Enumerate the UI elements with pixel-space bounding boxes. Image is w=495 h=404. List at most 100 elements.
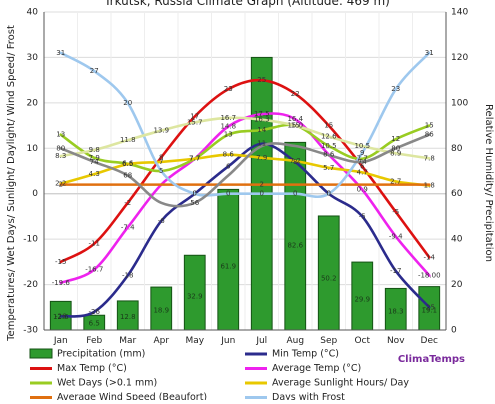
max-temp-c-line (59, 78, 431, 264)
series-data-label: -26 (89, 308, 101, 316)
watermark: ClimaTemps (398, 354, 465, 365)
series-data-label: 16.7 (220, 114, 236, 122)
bar-data-label: 18.3 (388, 307, 404, 315)
series-data-label: 86 (425, 131, 434, 139)
series-data-label: 2.7 (390, 177, 401, 185)
series-data-label: 10.5 (354, 142, 370, 150)
chart-title: Irkutsk, Russia Climate Graph (Altitude:… (106, 0, 390, 8)
series-data-label: 17 (190, 112, 199, 120)
series-data-label: 0 (260, 190, 264, 198)
series-data-label: 8 (293, 158, 297, 166)
precipitation-bar (284, 141, 307, 331)
series-data-label: 0 (293, 190, 297, 198)
bar-data-label: 61.9 (220, 263, 236, 271)
series-data-label: 31 (425, 49, 434, 57)
series-data-label: 15.0 (287, 122, 303, 130)
series-data-label: 7.2 (290, 157, 301, 165)
series-data-label: 8.6 (323, 151, 335, 159)
y-left-tick-label: -20 (23, 280, 38, 290)
x-tick-label: Jul (255, 336, 267, 346)
series-data-label: 25 (257, 76, 266, 84)
series-data-label: 7.9 (256, 154, 267, 162)
series-data-label: 0 (327, 190, 331, 198)
bar-data-label: 18.9 (153, 307, 169, 315)
series-data-label: 0 (193, 190, 197, 198)
legend-label: Min Temp (°C) (272, 349, 339, 360)
y-right-tick-label: 100 (451, 98, 468, 108)
series-data-label: 7.7 (189, 155, 200, 163)
series-data-label: 12.6 (321, 132, 337, 140)
series-data-label: 15.7 (187, 118, 203, 126)
legend: Precipitation (mm) Min Temp (°C) Max Temp … (29, 348, 409, 403)
series-data-label: -18 (122, 271, 133, 279)
series-data-label: 6.6 (122, 160, 134, 168)
legend-label: Max Temp (°C) (57, 363, 127, 374)
x-tick-label: Apr (153, 336, 169, 346)
series-data-label: -25 (424, 303, 435, 311)
bar-data-label: 29.9 (354, 295, 370, 303)
series-data-label: -5 (392, 208, 399, 216)
x-tick-label: Feb (86, 336, 102, 346)
bar-data-label: 12.8 (120, 313, 136, 321)
legend-label: Average Temp (°C) (272, 363, 361, 374)
series-data-label: 14.8 (220, 122, 236, 130)
series-data-label: 7.7 (189, 155, 200, 163)
wet-days-0-1-mm-line (59, 123, 431, 173)
series-data-label: 0 (193, 190, 197, 198)
y-right-tick-label: 80 (451, 144, 463, 154)
series-data-label: 5.7 (323, 164, 334, 172)
series-data-label: -7.4 (121, 223, 135, 231)
series-data-label: 74 (90, 158, 99, 166)
series-data-label: 9 (360, 149, 364, 157)
series-data-label: 7.8 (424, 154, 435, 162)
series-data-label: 15 (324, 122, 333, 130)
series-data-label: -19.6 (52, 279, 71, 287)
bar-data-label: 32.9 (187, 292, 203, 300)
series-data-label: -18.00 (418, 271, 441, 279)
series-data-label: 7.7 (189, 155, 200, 163)
legend-label: Precipitation (mm) (57, 349, 145, 360)
series-data-label: 1.8 (424, 182, 435, 190)
series-data-label: -14 (424, 253, 436, 261)
series-data-label: -26 (55, 312, 67, 320)
series-data-label: -6 (158, 217, 166, 225)
series-data-label: 31 (56, 49, 65, 57)
y-axis-left-label: Temperatures/ Wet Days/ Sunlight/ Daylig… (6, 25, 17, 342)
x-tick-label: Oct (354, 336, 370, 346)
series-data-label: 17.5 (254, 110, 270, 118)
y-left-tick-label: 30 (27, 53, 39, 63)
series-data-label: 16.3 (254, 116, 270, 124)
series-data-label: 8.3 (55, 152, 66, 160)
y-left-tick-label: -10 (23, 235, 38, 245)
x-tick-label: Sep (320, 336, 337, 346)
y-axis-right-label: Relative Humidity/ Precipitation (483, 104, 494, 262)
y-left-tick-label: 10 (27, 144, 39, 154)
min-temp-c-line (59, 142, 431, 318)
series-data-label: 6 (226, 162, 231, 170)
series-data-label: 7.9 (89, 154, 100, 162)
series-data-label: -9.4 (389, 232, 403, 240)
series-data-label: 27 (90, 67, 99, 75)
y-left-tick-label: 20 (27, 98, 39, 108)
series-data-label: -5 (359, 212, 366, 220)
legend-label: Days with Frost (272, 392, 345, 400)
series-data-label: 74 (358, 158, 367, 166)
series-data-label: -15 (55, 258, 66, 266)
series-data-label: 22 (291, 90, 300, 98)
series-data-label: 2 (260, 181, 264, 189)
days-with-frost-line (59, 51, 431, 199)
legend-label: Average Wind Speed (Beaufort) (57, 392, 207, 400)
y-left-tick-label: 40 (27, 8, 39, 18)
series-data-label: 13.9 (153, 127, 169, 135)
series-data-label: 5 (159, 167, 163, 175)
series-data-label: 15 (291, 122, 300, 130)
x-tick-label: Jun (220, 336, 235, 346)
y-right-tick-label: 120 (451, 53, 468, 63)
series-data-label: -17 (390, 267, 401, 275)
y-right-tick-label: 140 (451, 8, 468, 18)
series-data-label: 14 (257, 126, 266, 134)
daylength-hours-line (59, 116, 431, 160)
